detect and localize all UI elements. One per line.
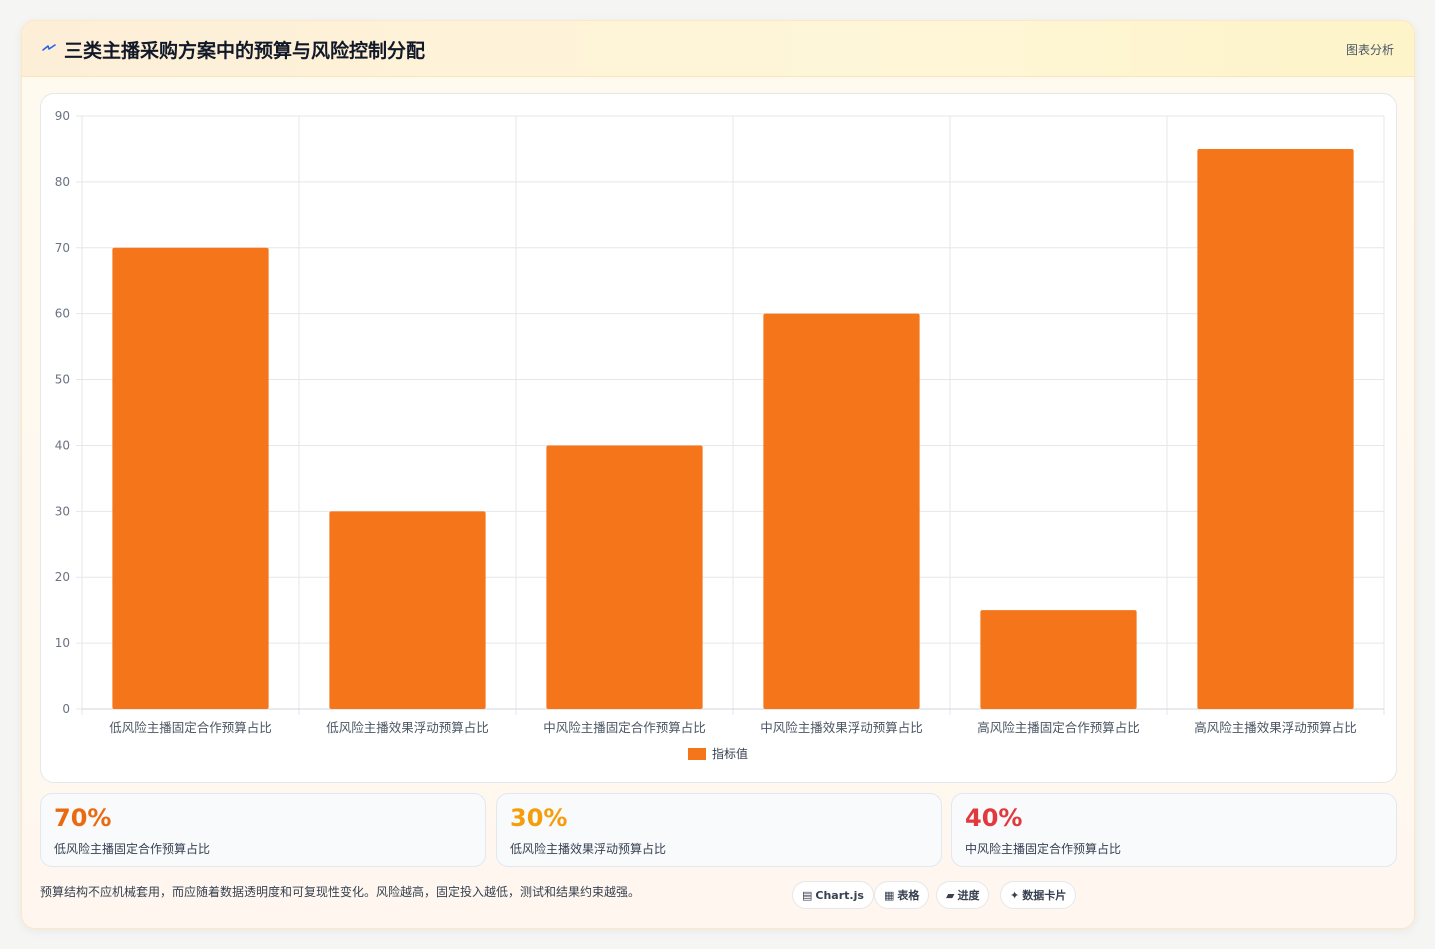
x-tick-label: 低风险主播固定合作预算占比 xyxy=(109,720,272,735)
y-tick-label: 60 xyxy=(55,307,70,321)
stat-value: 40% xyxy=(965,804,1023,832)
bar xyxy=(980,610,1137,709)
legend-swatch xyxy=(688,748,706,760)
stat-card-2: 30% 低风险主播效果浮动预算占比 xyxy=(496,793,942,867)
chart-icon: ▤ xyxy=(802,889,813,902)
pill-label: 数据卡片 xyxy=(1022,889,1067,902)
pill-label: 进度 xyxy=(957,889,980,902)
y-tick-label: 70 xyxy=(55,241,70,255)
x-tick-label: 高风险主播效果浮动预算占比 xyxy=(1194,720,1357,735)
bar xyxy=(546,445,703,709)
legend-label: 指标值 xyxy=(712,746,748,761)
progress-icon: ▰ xyxy=(946,889,955,902)
bar-chart: 0 10 20 30 40 50 60 70 80 90 低风险主播固定合作预算占比 低风险主播效果浮… xyxy=(55,109,1385,761)
y-tick-label: 90 xyxy=(55,109,70,123)
pill-chartjs[interactable]: ▤ Chart.js xyxy=(792,881,874,909)
x-tick-label: 中风险主播效果浮动预算占比 xyxy=(760,720,923,735)
chart-container: 0 10 20 30 40 50 60 70 80 90 低风险主播固定合作预算占比 低风险主播效果浮… xyxy=(40,93,1397,783)
y-tick-label: 20 xyxy=(55,570,70,584)
page-title: 三类主播采购方案中的预算与风险控制分配 xyxy=(64,40,426,62)
pill-label: Chart.js xyxy=(815,889,864,902)
y-tick-label: 40 xyxy=(55,438,70,452)
pill-table[interactable]: ▦ 表格 xyxy=(874,881,930,909)
pill-data-card[interactable]: ✦ 数据卡片 xyxy=(1000,881,1077,909)
x-tick-label: 高风险主播固定合作预算占比 xyxy=(977,720,1140,735)
y-tick-label: 0 xyxy=(62,702,70,716)
sparkle-icon: ✦ xyxy=(1010,889,1020,902)
stat-label: 低风险主播效果浮动预算占比 xyxy=(510,842,667,856)
bar xyxy=(763,313,920,709)
stat-value: 70% xyxy=(54,804,112,832)
bolt-icon xyxy=(42,44,56,51)
chart-analysis-tag: 图表分析 xyxy=(1345,43,1394,57)
pill-progress[interactable]: ▰ 进度 xyxy=(936,881,990,909)
card-header: 三类主播采购方案中的预算与风险控制分配 图表分析 xyxy=(22,21,1414,77)
table-icon: ▦ xyxy=(884,889,895,902)
stat-card-3: 40% 中风险主播固定合作预算占比 xyxy=(951,793,1397,867)
chart-card: 三类主播采购方案中的预算与风险控制分配 图表分析 0 10 20 30 40 50 60 70… xyxy=(21,20,1415,929)
stat-label: 中风险主播固定合作预算占比 xyxy=(965,842,1122,856)
pill-label: 表格 xyxy=(897,889,920,902)
bar xyxy=(112,247,269,709)
stat-value: 30% xyxy=(510,804,568,832)
x-tick-label: 中风险主播固定合作预算占比 xyxy=(543,720,706,735)
y-tick-label: 30 xyxy=(55,504,70,518)
footnote: 预算结构不应机械套用，而应随着数据透明度和可复现性变化。风险越高，固定投入越低，… xyxy=(40,885,641,899)
stat-label: 低风险主播固定合作预算占比 xyxy=(54,842,211,856)
stat-card-1: 70% 低风险主播固定合作预算占比 xyxy=(40,793,486,867)
y-tick-label: 80 xyxy=(55,175,70,189)
bar xyxy=(329,511,486,709)
x-tick-label: 低风险主播效果浮动预算占比 xyxy=(326,720,489,735)
bar xyxy=(1197,148,1354,709)
y-tick-label: 50 xyxy=(55,373,70,387)
y-tick-label: 10 xyxy=(55,636,70,650)
